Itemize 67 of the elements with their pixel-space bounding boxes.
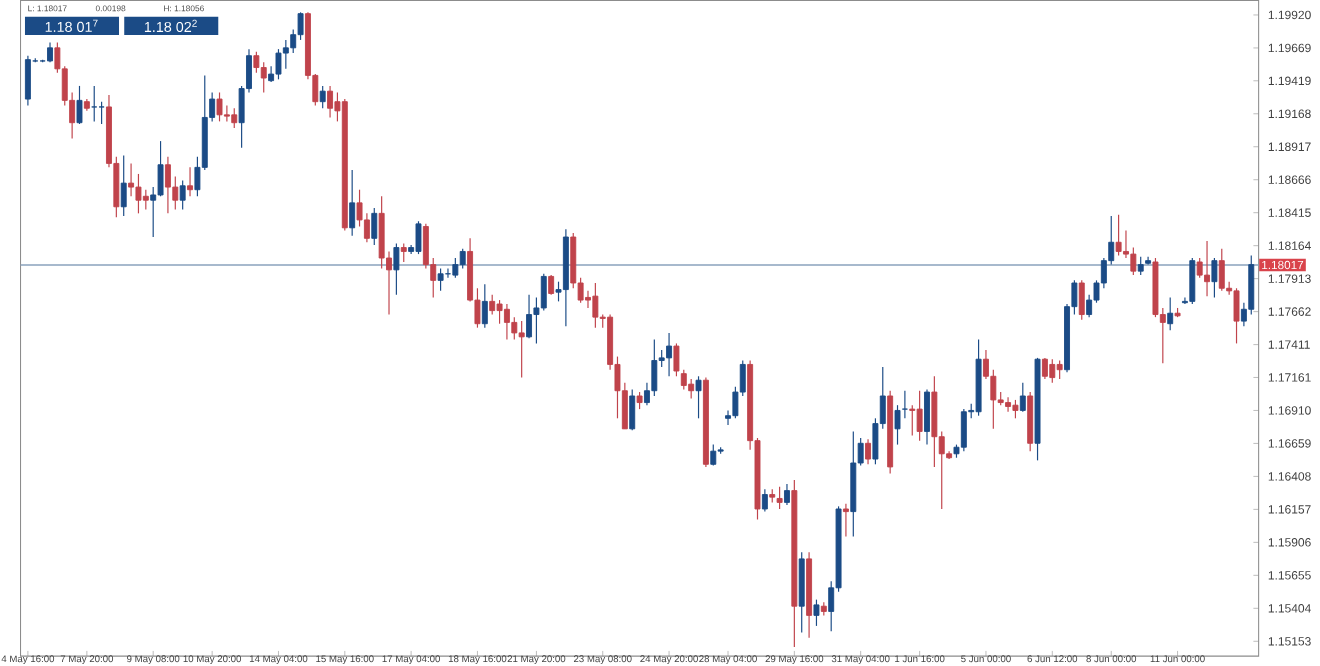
candlestick xyxy=(865,439,872,466)
candlestick xyxy=(128,163,135,198)
candlestick xyxy=(1204,240,1211,297)
candlestick xyxy=(1167,297,1174,332)
candlestick xyxy=(1027,391,1034,453)
candlestick xyxy=(784,483,790,506)
candlestick xyxy=(1012,399,1019,420)
candlestick xyxy=(1019,382,1026,413)
candlestick xyxy=(76,85,83,125)
candlestick xyxy=(1041,357,1048,380)
candlestick xyxy=(481,284,488,329)
candlestick xyxy=(91,85,98,123)
candlestick xyxy=(916,390,923,442)
candlestick xyxy=(1189,257,1196,305)
candlestick xyxy=(526,294,532,340)
candlestick xyxy=(518,320,525,379)
candlestick xyxy=(540,273,547,312)
candlestick xyxy=(164,156,171,215)
candlestick xyxy=(319,85,326,110)
candlestick xyxy=(371,207,378,246)
candlestick xyxy=(327,85,334,119)
candlestick xyxy=(349,169,356,237)
candlestick xyxy=(437,268,444,292)
candlestick xyxy=(400,243,407,263)
candlestick xyxy=(1137,256,1144,276)
candlestick xyxy=(629,389,636,432)
candlestick xyxy=(142,189,149,211)
candlestick xyxy=(1218,248,1225,292)
candlestick xyxy=(548,274,555,296)
candlestick xyxy=(1005,396,1012,413)
candlestick xyxy=(761,488,768,513)
candlestick xyxy=(216,92,223,123)
candlestick xyxy=(710,444,717,467)
candlestick xyxy=(260,61,267,94)
candlestick xyxy=(798,552,805,634)
candlestick xyxy=(489,294,496,316)
candlestick xyxy=(776,486,783,510)
candlestick xyxy=(1115,214,1122,257)
candlestick xyxy=(688,378,695,400)
candlestick xyxy=(275,48,282,81)
candlestick xyxy=(1049,358,1056,384)
candlestick xyxy=(842,503,849,538)
candlestick xyxy=(223,105,230,123)
candlestick xyxy=(24,55,31,107)
candlestick xyxy=(120,155,127,217)
candlestick xyxy=(231,107,238,129)
candlestick xyxy=(459,248,466,270)
candlestick xyxy=(98,101,105,125)
candlestick xyxy=(924,389,930,446)
candlestick xyxy=(651,339,658,397)
candlestick xyxy=(592,282,599,329)
candlestick xyxy=(813,599,820,627)
candlestick xyxy=(187,167,193,198)
candlestick xyxy=(960,408,967,453)
candlestick xyxy=(415,220,422,255)
candlestick xyxy=(909,404,916,437)
candlestick xyxy=(179,180,186,211)
candlestick xyxy=(695,375,702,420)
candlestick xyxy=(503,303,510,341)
candlestick xyxy=(666,332,673,378)
candlestick xyxy=(393,243,400,296)
candlestick xyxy=(282,39,289,70)
candlestick xyxy=(452,257,459,279)
candlestick xyxy=(1078,280,1085,321)
candlestick xyxy=(1211,257,1218,299)
candlestick xyxy=(1233,287,1240,345)
candlestick xyxy=(1056,360,1063,380)
